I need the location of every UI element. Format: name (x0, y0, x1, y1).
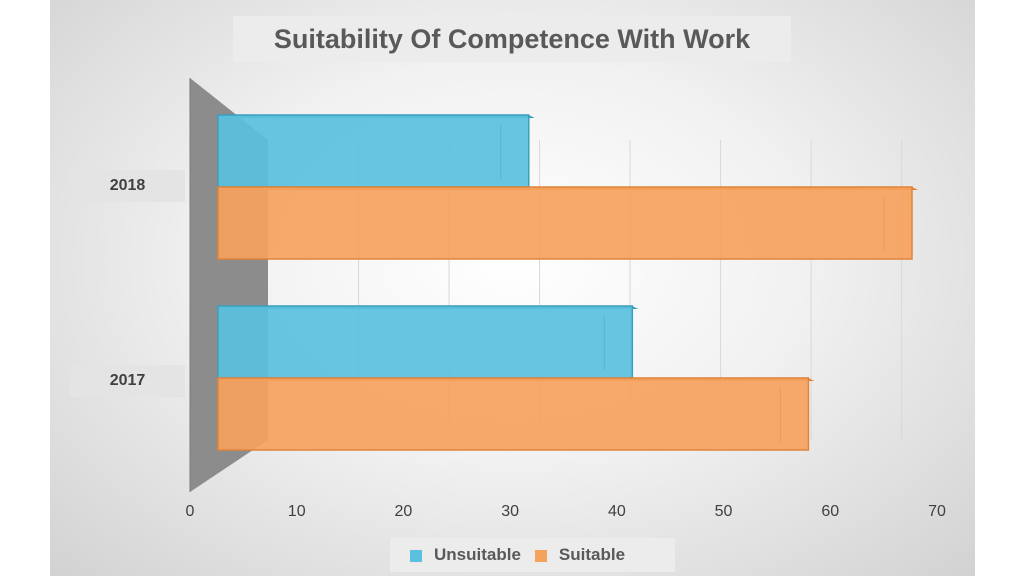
legend-label: Unsuitable (434, 545, 521, 564)
bar-front-face (217, 305, 634, 379)
x-tick-label: 50 (714, 503, 733, 520)
bar-front-face (217, 377, 810, 451)
legend: Unsuitable Suitable (390, 538, 675, 572)
x-tick-label: 30 (501, 503, 520, 520)
x-tick-label: 60 (821, 503, 840, 520)
x-tick-label: 10 (287, 503, 306, 520)
legend-item-unsuitable: Unsuitable (410, 545, 521, 565)
bar-unsuitable-2018 (217, 114, 535, 188)
bar-suitable-2018 (217, 186, 918, 260)
legend-swatch-unsuitable (410, 549, 422, 562)
legend-item-suitable: Suitable (534, 545, 626, 565)
x-tick-label: 0 (185, 503, 195, 520)
chart-title: Suitability Of Competence With Work (233, 16, 791, 62)
category-label-2017: 2017 (70, 365, 185, 397)
bar-suitable-2017 (217, 377, 815, 451)
category-label-2018: 2018 (70, 170, 185, 202)
x-tick-label: 70 (928, 503, 946, 520)
x-tick-label: 20 (394, 503, 413, 520)
legend-label: Suitable (558, 545, 626, 564)
legend-swatch-suitable (534, 549, 547, 562)
bar-front-face (217, 186, 913, 260)
bar-unsuitable-2017 (217, 305, 639, 379)
x-tick-label: 40 (607, 503, 626, 520)
bar-front-face (217, 114, 530, 188)
